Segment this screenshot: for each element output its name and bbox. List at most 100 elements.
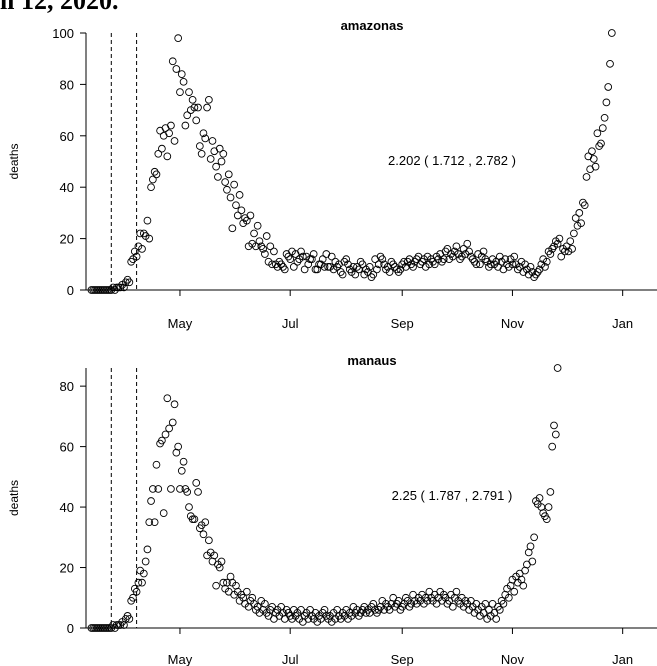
- data-point: [467, 252, 475, 261]
- data-point: [154, 485, 163, 493]
- data-point: [510, 252, 519, 261]
- data-point: [438, 257, 446, 266]
- y-tick-label: 20: [60, 232, 74, 247]
- chart-title: manaus: [347, 353, 396, 368]
- data-point: [568, 245, 576, 253]
- data-point: [318, 255, 327, 264]
- data-point: [138, 578, 146, 587]
- data-point: [452, 587, 461, 596]
- y-tick-label: 60: [60, 440, 74, 455]
- data-point: [262, 232, 271, 240]
- data-point: [284, 252, 293, 261]
- data-point: [535, 494, 544, 502]
- data-point: [116, 283, 125, 292]
- data-point: [179, 457, 188, 466]
- data-point: [206, 155, 215, 163]
- data-point: [183, 111, 192, 120]
- data-point: [253, 221, 262, 230]
- data-point: [185, 88, 193, 96]
- data-point: [150, 518, 159, 527]
- y-tick-label: 100: [52, 26, 74, 41]
- data-point: [501, 255, 510, 264]
- data-point: [120, 283, 128, 292]
- data-point: [228, 224, 237, 233]
- data-point: [604, 83, 613, 91]
- data-point: [306, 255, 314, 264]
- data-point: [351, 270, 360, 279]
- data-point: [210, 551, 219, 560]
- data-point: [179, 77, 188, 86]
- data-point: [546, 250, 555, 258]
- data-point: [376, 252, 385, 261]
- data-point: [130, 247, 139, 256]
- estimate-annotation: 2.202 ( 1.712 , 2.782 ): [388, 153, 516, 168]
- data-point: [548, 442, 557, 451]
- data-point: [250, 229, 258, 238]
- data-point: [555, 234, 564, 243]
- data-point: [145, 518, 154, 527]
- data-point: [167, 485, 175, 493]
- estimate-annotation: 2.25 ( 1.787 , 2.791 ): [392, 488, 513, 503]
- data-point: [212, 162, 220, 171]
- data-point: [275, 257, 284, 266]
- data-point: [508, 260, 517, 269]
- data-point: [246, 211, 255, 220]
- data-point: [439, 255, 448, 264]
- data-point: [224, 170, 233, 179]
- data-point: [418, 257, 426, 266]
- data-point: [121, 278, 130, 287]
- data-point: [311, 265, 320, 274]
- data-point: [152, 170, 161, 179]
- data-point: [235, 191, 244, 199]
- data-point: [389, 260, 398, 269]
- data-point: [181, 121, 190, 130]
- data-point: [215, 144, 224, 153]
- data-point: [141, 557, 150, 566]
- x-tick-label: May: [168, 652, 193, 666]
- data-point: [190, 103, 199, 112]
- y-axis-label: deaths: [7, 143, 21, 179]
- data-point: [336, 268, 345, 276]
- data-point: [373, 265, 381, 274]
- data-point: [195, 142, 204, 150]
- data-point: [174, 34, 183, 42]
- data-point: [597, 139, 605, 148]
- data-point: [409, 263, 417, 271]
- data-point: [252, 242, 260, 251]
- data-point: [188, 95, 197, 104]
- data-point: [168, 418, 177, 427]
- data-point: [261, 599, 269, 608]
- data-point: [139, 569, 148, 578]
- data-point: [185, 503, 193, 511]
- data-point: [579, 198, 587, 207]
- x-tick-label: Sep: [391, 652, 414, 666]
- data-point: [553, 364, 562, 372]
- data-point: [553, 239, 562, 248]
- page-header-fragment: il 12, 2020.: [0, 0, 119, 15]
- data-point: [205, 95, 213, 104]
- data-point: [143, 216, 152, 225]
- data-point: [448, 602, 457, 611]
- data-point: [149, 485, 157, 493]
- data-point: [580, 201, 589, 210]
- data-point: [266, 242, 275, 251]
- data-point: [201, 134, 210, 143]
- data-point: [593, 129, 602, 138]
- data-point: [192, 116, 201, 125]
- data-point: [577, 219, 585, 228]
- x-tick-label: Nov: [501, 652, 525, 666]
- data-point: [394, 268, 403, 276]
- data-point: [280, 265, 289, 274]
- data-point: [226, 193, 235, 202]
- chart-title: amazonas: [341, 18, 404, 33]
- data-point: [161, 430, 170, 439]
- data-point: [159, 509, 168, 517]
- y-tick-label: 40: [60, 500, 74, 515]
- data-point: [190, 515, 199, 524]
- data-point: [369, 270, 378, 279]
- data-point: [298, 252, 307, 261]
- data-point: [242, 216, 251, 225]
- data-point: [168, 57, 177, 66]
- data-point: [582, 173, 591, 181]
- data-point: [205, 536, 213, 545]
